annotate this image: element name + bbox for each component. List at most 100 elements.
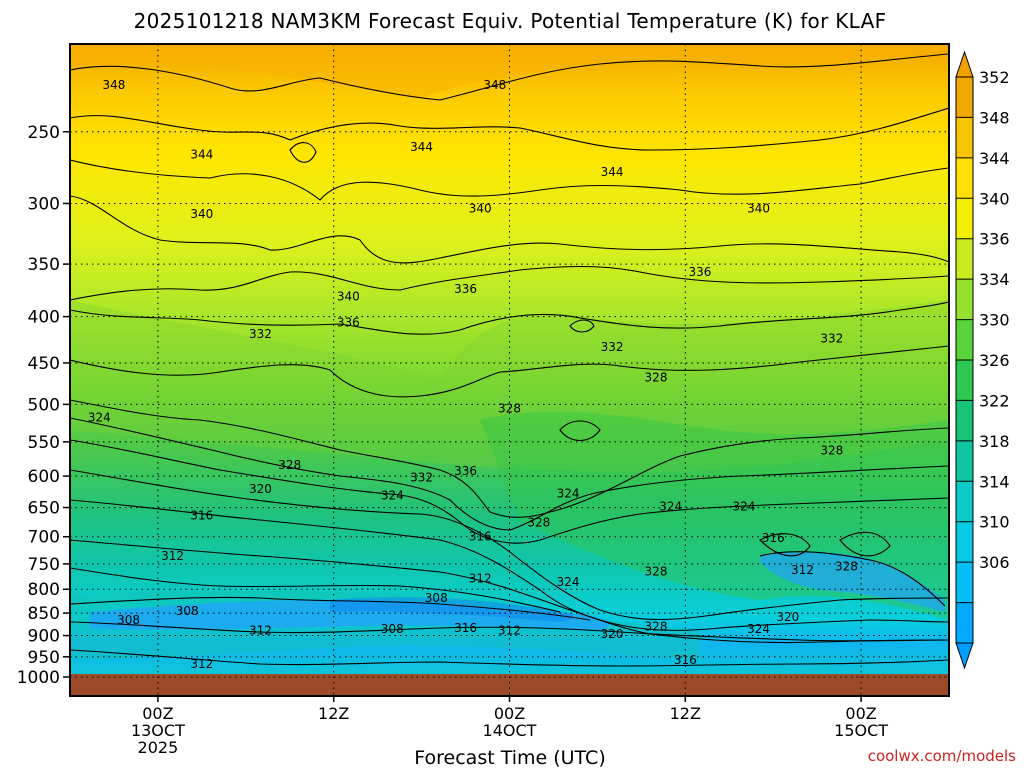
colorbar-top-arrow [955,50,974,78]
y-tick-label: 800 [28,580,60,600]
colorbar-label: 348 [979,108,1010,127]
contour-label: 348 [102,78,125,92]
x-tick-label: 2025 [138,738,179,757]
colorbar-swatch [956,481,973,523]
colorbar: 352 348 344 340 336 334 330 326 322 318 314 310 306 [955,50,1010,670]
contour-label: 312 [498,623,521,637]
colorbar-swatch [956,360,973,401]
colorbar-label: 352 [979,68,1010,87]
colorbar-label: 334 [979,270,1010,289]
x-tick-label: 15OCT [834,721,888,740]
contour-label: 320 [776,610,799,624]
y-tick-label: 250 [28,123,60,143]
x-tick-label: 12Z [670,704,701,723]
contour-label: 312 [190,657,213,671]
contour-label: 332 [820,332,843,346]
contour-label: 344 [601,165,624,179]
y-tick-label: 1000 [17,668,60,688]
contour-label: 328 [835,559,858,573]
y-tick-label: 450 [28,354,60,374]
contour-label: 308 [381,622,404,636]
contour-label: 340 [337,289,360,303]
contour-label: 332 [249,327,272,341]
x-axis-label: Forecast Time (UTC) [414,747,605,768]
contour-label: 340 [190,207,213,221]
colorbar-swatch [956,319,973,361]
contour-label: 312 [791,563,814,577]
contour-label: 312 [249,623,272,637]
contour-label: 328 [527,515,550,529]
plot-area [70,44,949,696]
y-tick-label: 900 [28,627,60,647]
contour-label: 328 [820,443,843,457]
contour-label: 336 [454,464,477,478]
contour-label: 332 [410,470,433,484]
colorbar-label: 336 [979,230,1010,249]
y-tick-label: 350 [28,255,60,275]
contour-labels: 348 348 344 344 344 340 340 340 340 336 336 332 336 3… [88,78,858,671]
contour-label: 336 [688,265,711,279]
contour-label: 316 [674,653,697,667]
x-tick-label: 14OCT [483,721,537,740]
colorbar-swatch [956,198,973,240]
ground-surface [70,674,949,696]
colorbar-swatch [956,562,973,604]
y-tick-label: 500 [28,395,60,415]
colorbar-swatch [956,521,973,563]
contour-label: 336 [454,282,477,296]
contour-label: 308 [117,613,140,627]
colorbar-swatch [956,440,973,482]
y-tick-label: 750 [28,555,60,575]
colorbar-swatch [956,279,973,321]
contour-label: 324 [659,499,682,513]
contour-label: 324 [88,411,111,425]
contour-label: 312 [161,549,184,563]
y-tick-label: 300 [28,194,60,214]
ground-fill [70,674,949,696]
y-tick-label: 950 [28,648,60,668]
y-tick-label: 700 [28,528,60,548]
colorbar-bottom-arrow [955,642,974,670]
colorbar-swatch [956,77,973,118]
x-tick-label: 00Z [142,704,173,723]
contour-label: 332 [601,340,624,354]
contour-label: 344 [410,140,433,154]
y-tick-label: 650 [28,499,60,519]
contour-label: 328 [645,620,668,634]
contour-label: 328 [278,458,301,472]
credit-link[interactable]: coolwx.com/models [868,747,1016,765]
contour-label: 340 [747,202,770,216]
contour-label: 348 [483,78,506,92]
contour-label: 328 [645,565,668,579]
grid-lines [70,44,949,696]
y-tick-label: 850 [28,604,60,624]
contour-label: 320 [249,482,272,496]
contour-label: 328 [498,401,521,415]
colorbar-label: 322 [979,391,1010,410]
contour-label: 308 [176,604,199,618]
contour-label: 324 [732,499,755,513]
colorbar-label: 310 [979,513,1010,532]
contour-label: 320 [601,627,624,641]
contour-label: 344 [190,148,213,162]
contour-label: 340 [469,202,492,216]
colorbar-swatch [956,117,973,159]
contour-label: 316 [454,621,477,635]
contour-label: 312 [469,571,492,585]
y-tick-label: 550 [28,433,60,453]
contour-label: 336 [337,315,360,329]
colorbar-swatch [956,157,973,199]
contour-label: 328 [645,371,668,385]
contour-label: 324 [557,486,580,500]
colorbar-swatch [956,238,973,280]
x-tick-label: 00Z [845,704,876,723]
colorbar-label: 330 [979,311,1010,330]
colorbar-label: 326 [979,351,1010,370]
colorbar-label: 306 [979,553,1010,572]
contour-label: 308 [425,591,448,605]
colorbar-swatch [956,400,973,442]
colorbar-label: 314 [979,472,1010,491]
x-tick-label: 13OCT [131,721,185,740]
